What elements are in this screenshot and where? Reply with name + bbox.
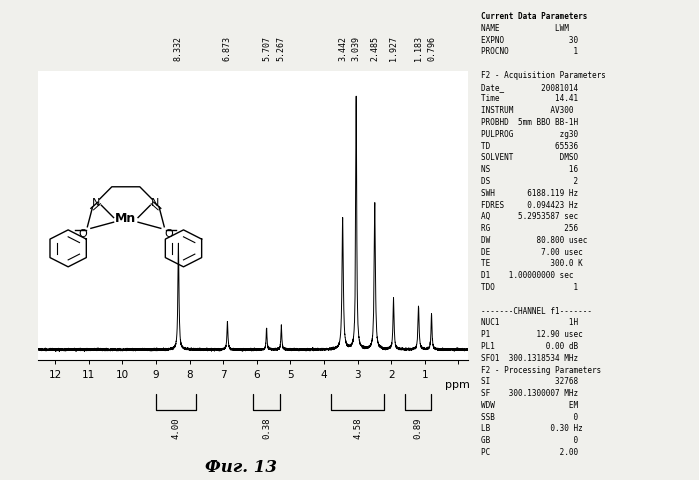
- Text: 1.183: 1.183: [414, 36, 423, 60]
- Text: Mn: Mn: [115, 212, 136, 225]
- Text: 3.039: 3.039: [352, 36, 361, 60]
- Text: Current Data Parameters: Current Data Parameters: [481, 12, 587, 21]
- Text: ppm: ppm: [445, 379, 470, 389]
- Text: SOLVENT          DMSO: SOLVENT DMSO: [481, 153, 578, 162]
- Text: O: O: [78, 228, 87, 239]
- Text: D1    1.00000000 sec: D1 1.00000000 sec: [481, 271, 573, 280]
- Text: FDRES     0.094423 Hz: FDRES 0.094423 Hz: [481, 200, 578, 209]
- Text: DS                  2: DS 2: [481, 177, 578, 186]
- Text: Date_        20081014: Date_ 20081014: [481, 83, 578, 92]
- Text: NS                 16: NS 16: [481, 165, 578, 174]
- Text: -------CHANNEL f1-------: -------CHANNEL f1-------: [481, 306, 592, 315]
- Text: DW          80.800 usec: DW 80.800 usec: [481, 235, 587, 244]
- Text: SWH       6188.119 Hz: SWH 6188.119 Hz: [481, 188, 578, 197]
- Text: LB             0.30 Hz: LB 0.30 Hz: [481, 423, 583, 432]
- Text: PROCNO              1: PROCNO 1: [481, 47, 578, 56]
- Text: INSTRUM        AV300: INSTRUM AV300: [481, 106, 573, 115]
- Text: TDO                 1: TDO 1: [481, 282, 578, 291]
- Text: NAME            LWM: NAME LWM: [481, 24, 569, 33]
- Text: 1.927: 1.927: [389, 36, 398, 60]
- Text: 0.89: 0.89: [413, 417, 422, 438]
- Text: SSB                 0: SSB 0: [481, 412, 578, 421]
- Text: RG                256: RG 256: [481, 224, 578, 233]
- Text: TD              65536: TD 65536: [481, 141, 578, 150]
- Text: 0.38: 0.38: [262, 417, 271, 438]
- Text: 3.442: 3.442: [338, 36, 347, 60]
- Text: GB                  0: GB 0: [481, 435, 578, 444]
- Text: N: N: [92, 198, 100, 208]
- Text: 4.58: 4.58: [353, 417, 362, 438]
- Text: SFO1  300.1318534 MHz: SFO1 300.1318534 MHz: [481, 353, 578, 362]
- Text: Фиг. 13: Фиг. 13: [205, 458, 278, 475]
- Text: DE           7.00 usec: DE 7.00 usec: [481, 247, 583, 256]
- Text: SI              32768: SI 32768: [481, 376, 578, 385]
- Text: F2 - Acquisition Parameters: F2 - Acquisition Parameters: [481, 71, 606, 80]
- Text: 6.873: 6.873: [223, 36, 232, 60]
- Text: PC               2.00: PC 2.00: [481, 447, 578, 456]
- Text: Time            14.41: Time 14.41: [481, 94, 578, 103]
- Text: EXPNO              30: EXPNO 30: [481, 36, 578, 45]
- Text: NUC1               1H: NUC1 1H: [481, 318, 578, 327]
- Text: PL1           0.00 dB: PL1 0.00 dB: [481, 341, 578, 350]
- Text: O: O: [164, 228, 173, 239]
- Text: AQ      5.2953587 sec: AQ 5.2953587 sec: [481, 212, 578, 221]
- Text: TE             300.0 K: TE 300.0 K: [481, 259, 583, 268]
- Text: WDW                EM: WDW EM: [481, 400, 578, 409]
- Text: 5.267: 5.267: [277, 36, 286, 60]
- Text: PULPROG          zg30: PULPROG zg30: [481, 130, 578, 139]
- Text: 8.332: 8.332: [174, 36, 183, 60]
- Text: 4.00: 4.00: [172, 417, 180, 438]
- Text: F2 - Processing Parameters: F2 - Processing Parameters: [481, 365, 601, 374]
- Text: 0.796: 0.796: [427, 36, 436, 60]
- Text: SF    300.1300007 MHz: SF 300.1300007 MHz: [481, 388, 578, 397]
- Text: PROBHD  5mm BBO BB-1H: PROBHD 5mm BBO BB-1H: [481, 118, 578, 127]
- Text: P1          12.90 usec: P1 12.90 usec: [481, 329, 583, 338]
- Text: 2.485: 2.485: [370, 36, 380, 60]
- Text: 5.707: 5.707: [262, 36, 271, 60]
- Text: N: N: [152, 198, 159, 208]
